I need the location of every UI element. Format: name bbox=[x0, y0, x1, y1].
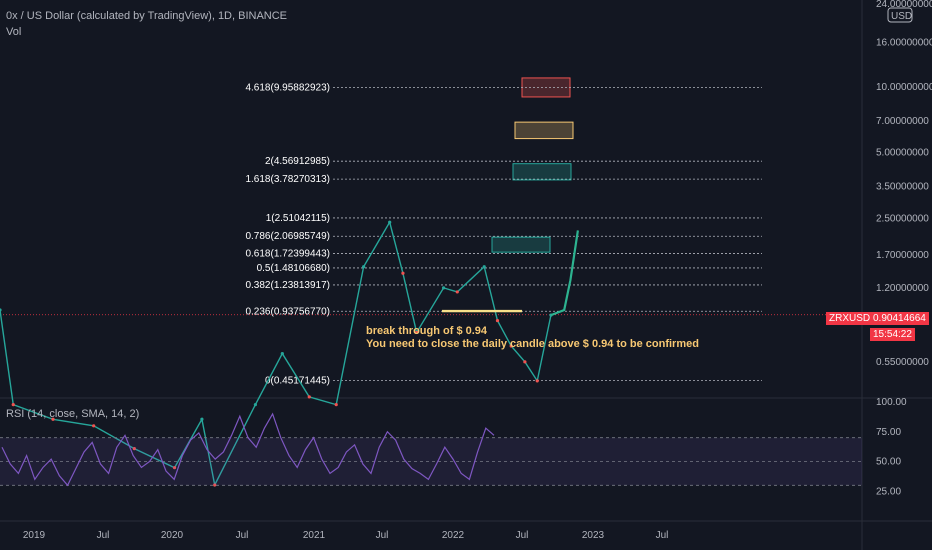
price-tick-0: 24.00000000 bbox=[876, 0, 932, 10]
price-tick-9: 0.55000000 bbox=[876, 357, 929, 368]
annotation-line-1: break through of $ 0.94 bbox=[366, 325, 488, 337]
target-box-0 bbox=[491, 236, 551, 253]
price-tick-3: 7.00000000 bbox=[876, 116, 929, 127]
volume-label: Vol bbox=[6, 26, 22, 38]
x-tick-7: Jul bbox=[516, 530, 529, 541]
price-point-7 bbox=[213, 483, 217, 487]
target-box-2 bbox=[514, 121, 574, 140]
price-point-22 bbox=[535, 379, 539, 383]
price-tick-6: 2.50000000 bbox=[876, 213, 929, 224]
fib-label-3: 0.5(1.48106680) bbox=[257, 263, 330, 274]
price-point-20 bbox=[509, 344, 513, 348]
fib-label-6: 1(2.51042115) bbox=[266, 213, 330, 224]
fib-label-0: 0(0.45171445) bbox=[265, 375, 330, 386]
currency-label: USD bbox=[891, 11, 912, 22]
price-point-4 bbox=[132, 447, 136, 451]
x-tick-8: 2023 bbox=[582, 530, 605, 541]
fib-label-8: 2(4.56912985) bbox=[265, 156, 330, 167]
rsi-tick-2: 50.00 bbox=[876, 457, 901, 468]
price-tag: 0.90414664 bbox=[870, 312, 929, 325]
x-tick-0: 2019 bbox=[23, 530, 46, 541]
fib-label-4: 0.618(1.72399443) bbox=[245, 249, 330, 260]
price-point-2 bbox=[51, 417, 55, 421]
rsi-band bbox=[0, 437, 862, 486]
price-point-13 bbox=[388, 220, 392, 224]
price-point-5 bbox=[172, 466, 177, 470]
x-tick-2: 2020 bbox=[161, 530, 184, 541]
target-box-1 bbox=[512, 163, 572, 181]
price-tick-8: 1.20000000 bbox=[876, 283, 929, 294]
price-tick-5: 3.50000000 bbox=[876, 181, 929, 192]
fib-label-1: 0.236(0.93756770) bbox=[245, 306, 330, 317]
rsi-label: RSI (14, close, SMA, 14, 2) bbox=[6, 408, 140, 420]
price-point-1 bbox=[11, 403, 15, 407]
price-tick-4: 5.00000000 bbox=[876, 148, 929, 159]
price-point-19 bbox=[495, 318, 500, 323]
x-tick-3: Jul bbox=[236, 530, 249, 541]
price-point-11 bbox=[334, 403, 338, 407]
projection-line bbox=[550, 230, 579, 317]
x-tick-4: 2021 bbox=[303, 530, 326, 541]
rsi-tick-3: 25.00 bbox=[876, 486, 901, 497]
price-tick-2: 10.00000000 bbox=[876, 82, 932, 93]
fib-label-7: 1.618(3.78270313) bbox=[245, 174, 330, 185]
price-point-8 bbox=[253, 403, 257, 407]
x-tick-5: Jul bbox=[376, 530, 389, 541]
price-point-10 bbox=[307, 395, 311, 399]
symbol-tag: ZRXUSD bbox=[826, 312, 874, 325]
price-point-21 bbox=[523, 360, 527, 364]
price-point-14 bbox=[401, 271, 405, 275]
chart-title: 0x / US Dollar (calculated by TradingVie… bbox=[6, 10, 288, 22]
price-point-12 bbox=[362, 265, 366, 269]
price-point-18 bbox=[482, 265, 486, 269]
rsi-tick-0: 100.00 bbox=[876, 397, 907, 408]
price-tick-1: 16.00000000 bbox=[876, 37, 932, 48]
price-tick-7: 1.70000000 bbox=[876, 250, 929, 261]
price-point-3 bbox=[92, 424, 96, 428]
price-point-15 bbox=[415, 330, 419, 335]
countdown-tag: 15:54:22 bbox=[870, 328, 915, 341]
price-point-6 bbox=[200, 417, 204, 421]
rsi-tick-1: 75.00 bbox=[876, 427, 901, 438]
x-tick-9: Jul bbox=[656, 530, 669, 541]
price-point-9 bbox=[280, 351, 284, 356]
x-tick-1: Jul bbox=[97, 530, 110, 541]
annotation-line-2: You need to close the daily candle above… bbox=[366, 338, 699, 350]
price-point-0 bbox=[0, 308, 2, 312]
price-line bbox=[0, 220, 552, 488]
fib-label-2: 0.382(1.23813917) bbox=[245, 280, 330, 291]
x-tick-6: 2022 bbox=[442, 530, 465, 541]
rsi-line bbox=[1, 412, 495, 487]
fib-label-9: 4.618(9.95882923) bbox=[245, 82, 330, 93]
currency-badge bbox=[887, 7, 913, 23]
price-point-17 bbox=[455, 290, 459, 294]
price-point-16 bbox=[441, 286, 446, 290]
fib-label-5: 0.786(2.06985749) bbox=[245, 231, 330, 242]
